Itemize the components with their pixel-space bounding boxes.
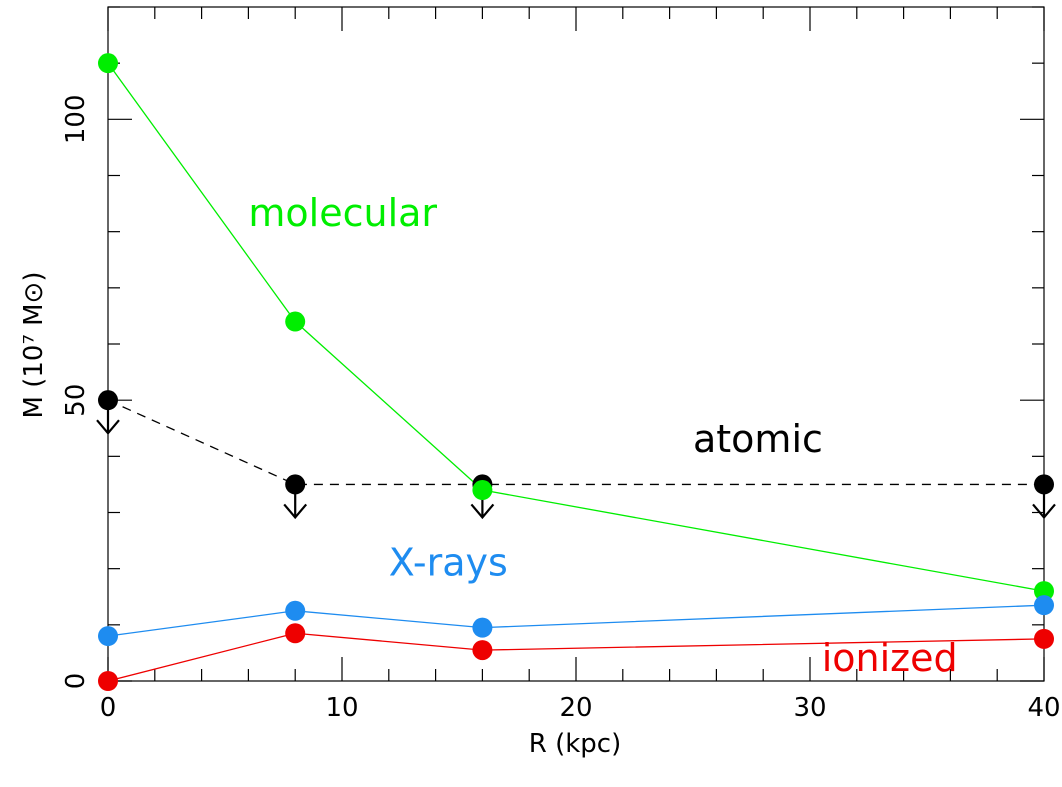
data-point: [1034, 474, 1054, 495]
series-label-ionized: ionized: [822, 636, 958, 680]
y-axis-label: M (10⁷ M⊙): [19, 272, 49, 419]
x-tick-label: 10: [325, 693, 358, 723]
plot-frame: [107, 6, 1045, 682]
x-tick-label: 20: [559, 693, 592, 723]
series-line: [107, 399, 1044, 486]
data-point: [472, 617, 493, 638]
series-points: [96, 53, 1056, 691]
upper-limit-arrowhead: [1032, 503, 1056, 520]
series-label-atomic: atomic: [693, 417, 823, 461]
series-line: [107, 604, 1045, 637]
x-axis-label: R (kpc): [529, 729, 621, 759]
data-point: [285, 600, 306, 621]
axis-ticks: [107, 6, 1045, 682]
series-label-molecular: molecular: [248, 191, 437, 235]
data-point: [285, 311, 306, 332]
y-tick-label: 100: [61, 95, 91, 145]
series-labels: molecular atomic X-rays ionized: [248, 191, 957, 680]
data-point: [98, 626, 118, 647]
plot-border: [107, 6, 1045, 682]
series-lines: [107, 62, 1045, 682]
data-point: [285, 474, 306, 495]
y-tick-label: 50: [61, 384, 91, 417]
upper-limit-arrowhead: [470, 503, 495, 520]
data-point: [98, 390, 118, 411]
series-line: [107, 632, 1045, 682]
upper-limit-arrowhead: [96, 419, 120, 435]
x-tick-label: 30: [793, 693, 826, 723]
tick-labels: 0 10 20 30 40 0 50 100: [61, 95, 1061, 723]
data-point: [1034, 581, 1054, 602]
data-point: [98, 671, 118, 691]
data-point: [1034, 628, 1054, 649]
y-tick-label: 0: [61, 673, 91, 690]
x-tick-label: 40: [1027, 693, 1060, 723]
data-point: [1034, 595, 1054, 616]
x-tick-label: 0: [100, 693, 117, 723]
data-point: [472, 640, 493, 661]
series-label-x-rays: X-rays: [389, 540, 508, 584]
upper-limit-arrowhead: [283, 503, 308, 520]
series-line: [107, 62, 1045, 592]
data-point: [98, 53, 118, 74]
data-point: [285, 623, 306, 644]
data-point: [472, 480, 493, 501]
